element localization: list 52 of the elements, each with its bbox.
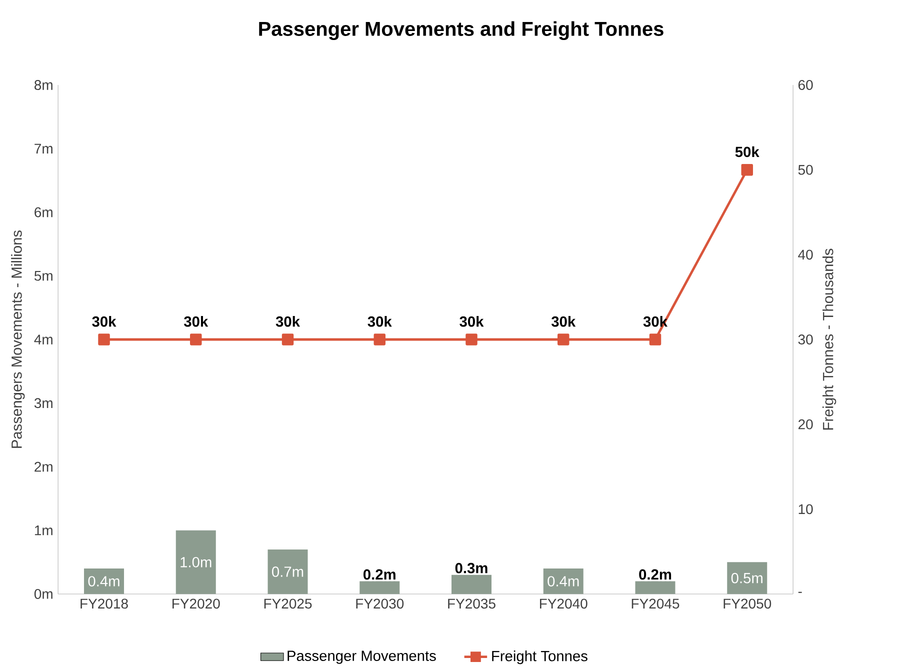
- data-label: 30k: [92, 316, 116, 327]
- bar: [176, 530, 216, 594]
- bar: [543, 568, 584, 594]
- x-tick-label: FY2045: [632, 598, 680, 609]
- bar: [360, 581, 400, 594]
- x-tick-label: FY2020: [172, 598, 220, 609]
- data-label: 50k: [735, 146, 760, 158]
- x-tick-label: FY2030: [356, 598, 404, 609]
- x-tick-label: FY2035: [448, 598, 496, 609]
- y-tick-label: 4m: [34, 334, 52, 344]
- bar: [451, 574, 492, 594]
- y2-tick-label: -: [798, 592, 802, 593]
- bar: [727, 562, 768, 594]
- data-label: 0.2m: [363, 569, 396, 580]
- data-label: 30k: [551, 316, 576, 327]
- chart-title: Passenger Movements and Freight Tonnes: [259, 21, 664, 40]
- bar: [268, 549, 308, 594]
- data-label: 0.4m: [88, 576, 120, 586]
- y-tick-label: 8m: [34, 80, 52, 90]
- data-label: 30k: [460, 316, 484, 327]
- y2-tick-label: 20: [798, 419, 813, 430]
- data-label: 0.2m: [639, 569, 672, 580]
- y-tick-label: 7m: [34, 144, 52, 154]
- legend-label: Passenger Movements: [288, 650, 436, 664]
- data-label: 30k: [184, 316, 208, 327]
- data-label: 30k: [276, 316, 300, 327]
- data-label: 0.4m: [548, 576, 579, 586]
- y2-tick-label: 40: [798, 250, 813, 260]
- y-axis-title: Passengers Movements - Millions: [11, 230, 25, 448]
- y-tick-label: 3m: [34, 398, 52, 408]
- y2-axis-title: Freight Tonnes - Thousands: [822, 248, 836, 430]
- y2-tick-label: 50: [798, 164, 813, 175]
- data-label: 30k: [368, 316, 392, 327]
- bar: [635, 581, 676, 594]
- bar: [84, 568, 124, 594]
- y2-tick-label: 30: [798, 334, 813, 344]
- legend-label: Freight Tonnes: [492, 650, 588, 664]
- data-label: 0.7m: [272, 566, 304, 577]
- x-tick-label: FY2050: [724, 598, 772, 609]
- y-tick-label: 6m: [34, 207, 52, 218]
- x-tick-label: FY2018: [80, 598, 128, 609]
- x-tick-label: FY2040: [540, 598, 588, 609]
- data-label: 0.3m: [455, 562, 488, 574]
- y2-tick-label: 10: [798, 504, 813, 514]
- y-tick-label: 0m: [34, 589, 52, 599]
- x-tick-label: FY2025: [264, 598, 312, 609]
- y2-tick-label: 60: [798, 80, 813, 90]
- y-tick-label: 5m: [34, 271, 52, 281]
- y-tick-label: 2m: [34, 462, 52, 472]
- data-label: 0.5m: [731, 572, 762, 584]
- y-tick-label: 1m: [34, 526, 52, 536]
- data-label: 1.0m: [180, 557, 212, 568]
